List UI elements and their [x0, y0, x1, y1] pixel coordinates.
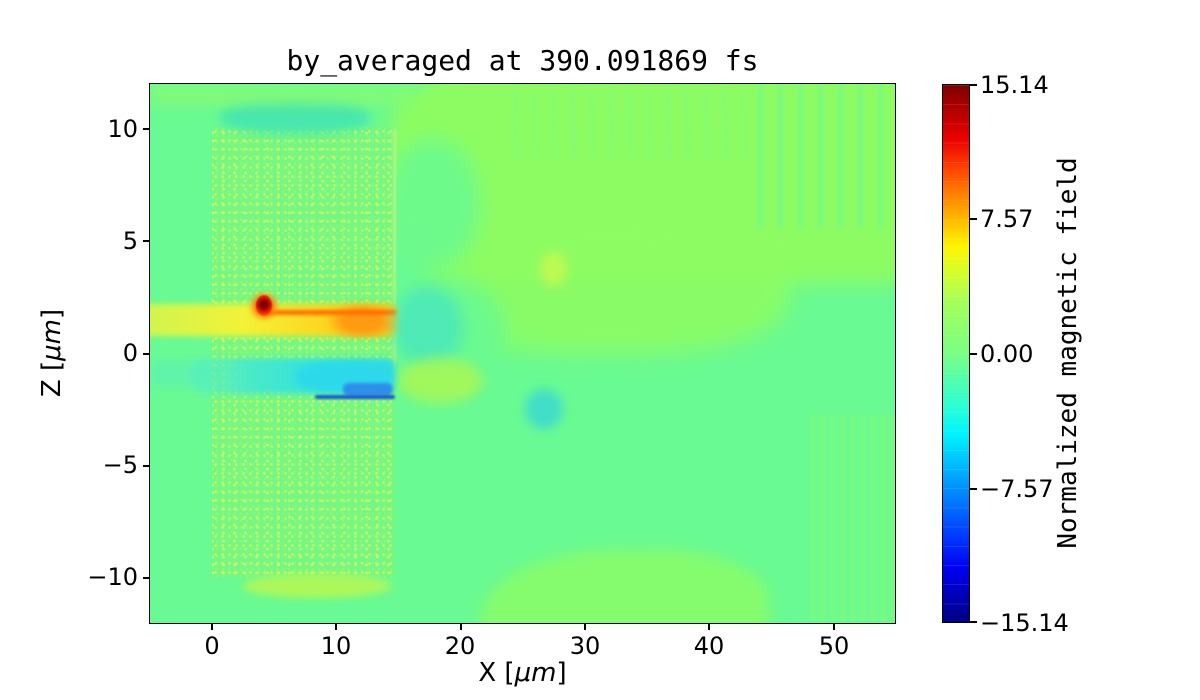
feature-hot-spot-halo: [248, 291, 280, 321]
x-tick-mark: [833, 623, 835, 630]
feature-block-right-edge-line: [393, 129, 396, 384]
colorbar-axis-label: Normalized magnetic field: [1053, 157, 1083, 549]
feature-negative-band: [190, 358, 396, 394]
feature-ambient-upper-right: [380, 84, 895, 284]
colorbar-discrete-bands: [943, 85, 969, 622]
feature-bottom-middle-light-green: [480, 549, 770, 623]
y-tick-label: 0: [122, 339, 138, 367]
feature-hot-spot-core: [256, 295, 272, 316]
feature-orange-intense-zone: [328, 303, 396, 339]
feature-negative-band-core: [295, 362, 395, 392]
mu-m-italic: μm: [514, 658, 557, 688]
x-tick-mark: [708, 623, 710, 630]
feature-ambient-upper-right-ext: [430, 224, 790, 354]
x-tick-label: 20: [444, 632, 476, 660]
x-tick-label: 10: [320, 632, 352, 660]
colorbar-tick-mark: [970, 488, 977, 490]
colorbar-tick-label: −15.14: [980, 609, 1069, 637]
x-tick-label: 40: [693, 632, 725, 660]
feature-cyan-spot: [525, 389, 563, 429]
y-tick-mark: [143, 577, 150, 579]
colorbar-tick-label: 0.00: [980, 340, 1034, 368]
feature-top-middle-streaks: [500, 89, 760, 159]
plot-title: by_averaged at 390.091869 fs: [286, 44, 759, 77]
colorbar-tick-label: 7.57: [980, 205, 1034, 233]
y-tick-label: −10: [87, 563, 138, 591]
y-tick-label: −5: [102, 451, 138, 479]
colorbar-tick-label: 15.14: [980, 71, 1049, 99]
heatmap-plot-area: [150, 84, 895, 623]
x-tick-label: 30: [569, 632, 601, 660]
x-tick-mark: [460, 623, 462, 630]
feature-teal-patch-right-of-block: [393, 287, 463, 367]
feature-top-left-light-strip: [150, 84, 410, 106]
feature-faint-yellow-speckle: [540, 252, 568, 286]
y-tick-mark: [143, 128, 150, 130]
mu-m-italic: μm: [37, 319, 67, 361]
colorbar-tick-mark: [970, 84, 977, 86]
y-tick-mark: [143, 353, 150, 355]
feature-yellow-green-blob: [398, 358, 483, 403]
feature-plasma-block: [212, 127, 395, 577]
colorbar-tick-label: −7.57: [980, 475, 1054, 503]
x-axis-label: X [μm]: [478, 658, 567, 688]
y-tick-label: 10: [107, 115, 138, 143]
colorbar-tick-mark: [970, 353, 977, 355]
colorbar-tick-mark: [970, 621, 977, 623]
x-tick-mark: [584, 623, 586, 630]
y-tick-label: 5: [122, 227, 138, 255]
y-axis-label: Z [μm]: [37, 308, 67, 398]
y-tick-mark: [143, 465, 150, 467]
feature-dark-blue-spots: [343, 383, 393, 396]
feature-teal-cap-top: [220, 100, 370, 134]
feature-mint-intrusion-upper: [385, 139, 480, 269]
feature-mint-intrusion-lower: [385, 279, 505, 379]
feature-top-right-streaks: [750, 84, 895, 229]
x-tick-label: 50: [818, 632, 850, 660]
feature-right-edge-streaks: [805, 414, 895, 623]
colorbar: [942, 84, 970, 623]
feature-positive-band: [150, 304, 398, 336]
x-tick-mark: [211, 623, 213, 630]
x-tick-label: 0: [204, 632, 220, 660]
feature-faint-cyan-left: [150, 362, 212, 386]
feature-lime-band-bottom: [242, 574, 392, 598]
x-tick-mark: [335, 623, 337, 630]
feature-orange-filament: [265, 310, 397, 315]
feature-dark-blue-filament: [315, 395, 395, 399]
colorbar-tick-mark: [970, 218, 977, 220]
y-tick-mark: [143, 240, 150, 242]
